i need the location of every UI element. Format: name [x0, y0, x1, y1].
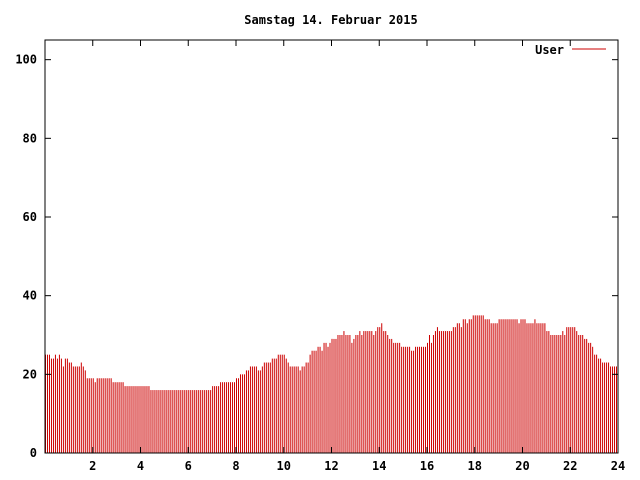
x-tick-label: 14	[372, 459, 386, 473]
x-tick-label: 2	[89, 459, 96, 473]
chart-title: Samstag 14. Februar 2015	[244, 13, 417, 27]
x-tick-label: 8	[232, 459, 239, 473]
plot-frame	[44, 39, 619, 454]
x-tick-label: 20	[515, 459, 529, 473]
x-tick-label: 12	[324, 459, 338, 473]
x-tick-label: 4	[137, 459, 144, 473]
y-tick-label: 100	[15, 53, 37, 67]
x-tick-label: 24	[611, 459, 625, 473]
y-tick-label: 0	[30, 446, 37, 460]
x-tick-label: 22	[563, 459, 577, 473]
x-tick-label: 18	[468, 459, 482, 473]
x-tick-label: 16	[420, 459, 434, 473]
bars-group	[45, 315, 618, 453]
y-tick-label: 80	[23, 131, 37, 145]
y-tick-label: 20	[23, 367, 37, 381]
x-tick-label: 10	[277, 459, 291, 473]
x-tick-label: 6	[185, 459, 192, 473]
y-tick-label: 40	[23, 289, 37, 303]
legend-label: User	[535, 43, 564, 57]
legend: User	[535, 43, 606, 57]
y-tick-label: 60	[23, 210, 37, 224]
